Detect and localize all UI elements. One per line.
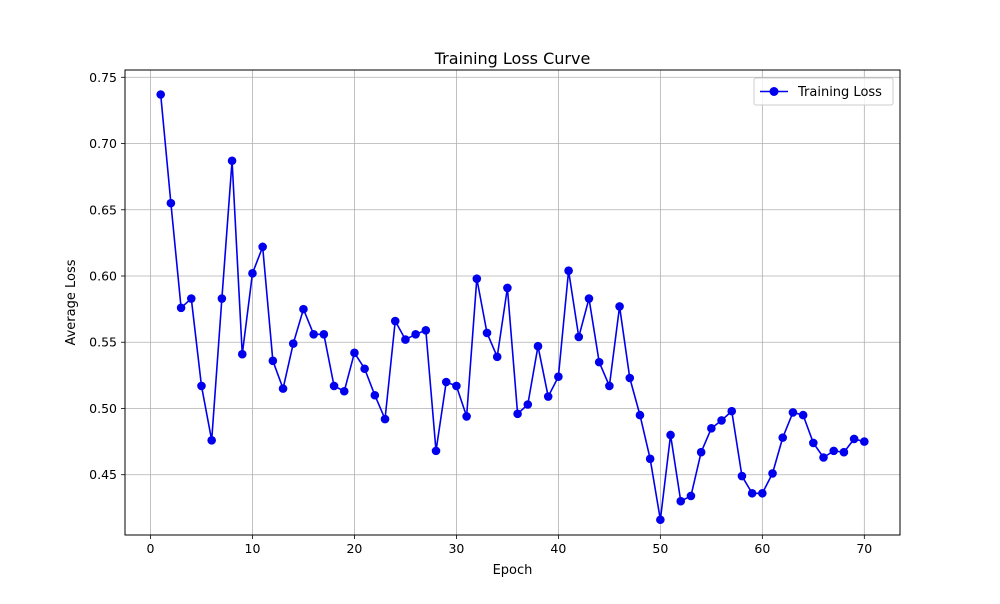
y-axis-label: Average Loss: [64, 259, 79, 345]
data-point: [452, 381, 461, 391]
y-tick-label: 0.60: [89, 269, 117, 284]
data-point: [217, 294, 227, 303]
x-tick-label: 70: [856, 541, 872, 556]
legend: Training Loss: [753, 77, 894, 106]
data-point: [635, 410, 645, 420]
data-point: [788, 408, 798, 417]
data-point: [819, 453, 828, 462]
x-axis-label: Epoch: [493, 563, 533, 578]
legend-box: [753, 77, 894, 106]
data-point: [319, 329, 329, 339]
data-point: [543, 392, 553, 401]
data-point: [798, 410, 808, 420]
x-tick-label: 0: [147, 541, 155, 556]
data-point: [727, 406, 737, 416]
data-point: [166, 198, 176, 208]
data-point: [717, 416, 726, 425]
y-tick-label: 0.55: [89, 335, 117, 350]
x-tick-label: 10: [245, 541, 261, 556]
x-tick-label: 30: [448, 541, 464, 556]
ticks-layer: 0 10 20 30 40 50 60 70 0.45 0.50 0.55 0.60 0.65 0.70 0…: [89, 70, 872, 556]
data-point: [768, 469, 777, 478]
data-point: [350, 348, 359, 358]
data-point: [656, 515, 665, 525]
series-line-training-loss: [159, 94, 865, 521]
data-point: [492, 352, 502, 362]
data-point: [513, 409, 522, 419]
data-point: [197, 381, 206, 391]
data-point: [747, 488, 757, 498]
data-point: [421, 326, 431, 335]
data-point: [176, 303, 186, 313]
data-point: [849, 434, 859, 444]
y-tick-label: 0.50: [89, 401, 117, 416]
data-point: [431, 446, 441, 456]
grid-layer: [125, 70, 900, 535]
y-tick-label: 0.70: [89, 136, 117, 151]
data-point: [462, 412, 471, 421]
data-point: [503, 283, 512, 293]
data-point: [676, 496, 686, 506]
data-point: [401, 335, 410, 344]
data-point: [554, 372, 563, 381]
data-point: [186, 294, 196, 303]
data-point: [380, 414, 390, 424]
data-point: [258, 242, 267, 252]
data-point: [370, 390, 380, 400]
data-point: [574, 332, 584, 342]
data-point: [288, 339, 298, 348]
data-point: [237, 349, 247, 359]
data-point: [156, 90, 165, 99]
data-point: [390, 316, 400, 326]
data-point: [523, 400, 533, 409]
series-layer: [156, 90, 869, 525]
data-point: [584, 294, 594, 303]
x-tick-label: 40: [550, 541, 566, 556]
data-point: [809, 438, 818, 448]
plot-frame: [124, 69, 901, 536]
y-tick-label: 0.75: [89, 70, 117, 85]
data-point: [472, 274, 482, 283]
legend-marker-swatch: [769, 87, 779, 96]
data-point: [839, 447, 849, 457]
data-point: [533, 341, 543, 351]
data-point: [278, 384, 288, 393]
legend-label: Training Loss: [797, 85, 882, 100]
data-point: [594, 357, 604, 367]
data-point: [737, 471, 747, 481]
data-point: [411, 329, 420, 339]
data-point: [615, 302, 624, 311]
data-point: [441, 377, 451, 387]
data-point: [339, 386, 349, 396]
data-point: [268, 356, 278, 366]
x-tick-label: 50: [652, 541, 668, 556]
x-tick-label: 20: [346, 541, 362, 556]
data-point: [329, 381, 339, 391]
y-tick-label: 0.45: [89, 467, 117, 482]
data-point: [645, 454, 655, 464]
data-point: [309, 329, 318, 339]
data-point: [482, 328, 492, 338]
data-point: [605, 381, 614, 391]
data-point: [248, 269, 257, 278]
data-point: [360, 364, 369, 374]
data-point: [227, 156, 237, 166]
data-point: [778, 433, 788, 442]
data-point: [686, 491, 696, 501]
data-point: [758, 488, 767, 498]
chart-title: Training Loss Curve: [434, 49, 591, 68]
data-point: [625, 373, 635, 383]
data-point: [564, 266, 573, 276]
x-tick-label: 60: [754, 541, 770, 556]
data-point: [860, 437, 869, 446]
data-point: [299, 304, 308, 314]
y-tick-label: 0.65: [89, 202, 117, 217]
data-point: [696, 447, 706, 457]
data-point: [666, 430, 675, 440]
data-point: [707, 424, 716, 433]
data-point: [207, 435, 216, 445]
data-point: [829, 446, 839, 456]
